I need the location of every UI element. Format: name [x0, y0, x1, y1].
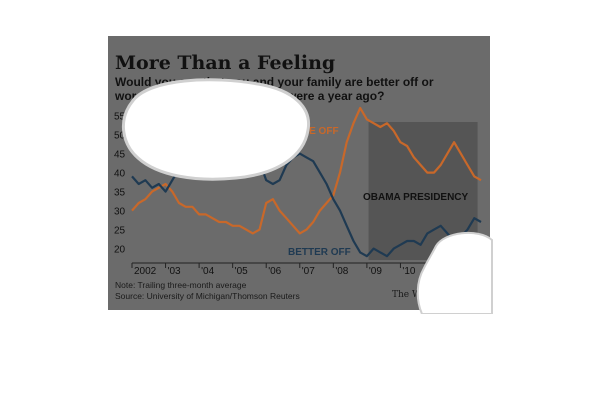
- y-tick-label: 50: [114, 131, 126, 142]
- obama-presidency-label: OBAMA PRESIDENCY: [363, 192, 469, 203]
- y-tick-label: 40: [114, 169, 126, 180]
- chart-figure: 2025303540455055% 2002'03'04'05'06'07'08…: [108, 36, 490, 310]
- x-tick-label: '03: [168, 266, 181, 277]
- y-tick-label: 20: [114, 245, 126, 256]
- y-tick-label: 30: [114, 207, 126, 218]
- redaction-blob-bottom: [416, 231, 493, 314]
- x-tick-label: 2002: [134, 266, 157, 277]
- chart-svg: 2025303540455055% 2002'03'04'05'06'07'08…: [114, 106, 486, 277]
- x-tick-label: '09: [369, 266, 382, 277]
- redaction-blob-top: [121, 78, 311, 181]
- chart-note: Note: Trailing three-month average: [115, 280, 247, 290]
- y-tick-label: 45: [114, 150, 126, 161]
- x-tick-label: '10: [402, 266, 415, 277]
- x-tick-label: '07: [302, 266, 315, 277]
- x-tick-label: '04: [201, 266, 214, 277]
- x-tick-label: '06: [268, 266, 281, 277]
- better-off-label: BETTER OFF: [288, 247, 351, 258]
- x-tick-label: '05: [235, 266, 248, 277]
- x-tick-label: '08: [335, 266, 348, 277]
- chart-title: More Than a Feeling: [115, 52, 336, 74]
- series-line-worse-off: [131, 106, 482, 235]
- y-tick-label: 35: [114, 188, 126, 199]
- y-tick-label: 25: [114, 226, 126, 237]
- chart-source: Source: University of Michigan/Thomson R…: [115, 291, 300, 301]
